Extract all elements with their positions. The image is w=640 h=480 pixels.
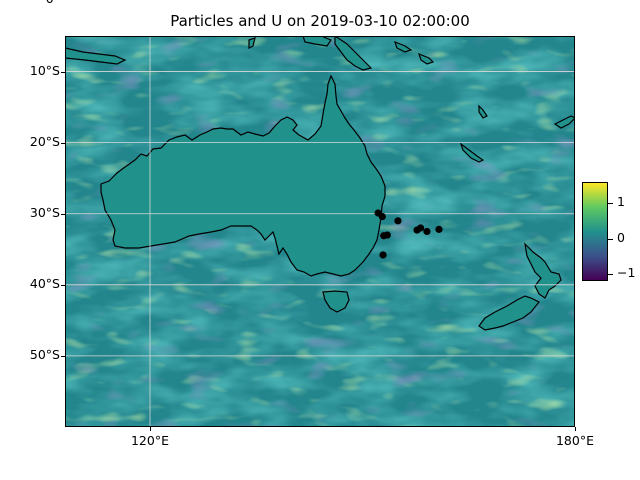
- australia-landmass: [100, 74, 386, 277]
- colorbar-tick-label: 1: [617, 194, 625, 210]
- particle-point: [383, 231, 391, 239]
- map-gridlines: [65, 36, 575, 427]
- colorbar-tick-mark: [608, 273, 613, 275]
- particle-markers: [374, 209, 443, 259]
- lat-tick-label: 10°S: [29, 62, 60, 78]
- particle-point: [394, 217, 402, 225]
- vanuatu-islands: [478, 104, 488, 119]
- map-plot: [65, 36, 575, 427]
- solomon-islands: [394, 40, 413, 53]
- colorbar-tick-label: 0: [617, 229, 625, 245]
- colorbar-tick-mark: [608, 203, 613, 205]
- lon-tick-label: 120°E: [130, 433, 169, 448]
- lat-tick-label: 0°: [10, 0, 60, 6]
- solomon-islands-2: [418, 52, 435, 65]
- timor-island: [248, 37, 256, 49]
- lat-tick-label: 30°S: [29, 204, 60, 220]
- particle-point: [378, 212, 386, 221]
- chart-title: Particles and U on 2019-03-10 02:00:00: [170, 12, 470, 30]
- lat-tick-mark: [61, 284, 65, 286]
- new-guinea-north-coast: [302, 36, 332, 47]
- tasmania-landmass: [322, 290, 350, 313]
- new-caledonia-island: [459, 142, 485, 163]
- indonesia-islands: [65, 47, 127, 65]
- particle-point: [379, 251, 387, 259]
- lon-tick-mark: [150, 427, 151, 431]
- colorbar: [582, 182, 608, 281]
- plot-frame: [65, 36, 575, 427]
- lat-tick-mark: [61, 71, 65, 73]
- particle-point: [423, 227, 431, 236]
- lat-tick-mark: [61, 355, 65, 357]
- lat-tick-label: 50°S: [29, 346, 60, 362]
- lat-tick-label: 20°S: [29, 133, 60, 149]
- particle-point: [416, 224, 425, 232]
- fiji-islands: [553, 115, 575, 129]
- new-guinea-landmass: [334, 36, 373, 71]
- lat-tick-mark: [61, 142, 65, 144]
- colorbar-tick-label: −1: [617, 264, 636, 280]
- colorbar-tick-mark: [608, 238, 613, 240]
- lat-tick-label: 40°S: [29, 275, 60, 291]
- new-zealand-south-island: [478, 295, 540, 331]
- lat-tick-mark: [61, 213, 65, 215]
- lon-tick-label: 180°E: [555, 433, 594, 448]
- lon-tick-mark: [575, 427, 576, 431]
- particle-point: [435, 225, 443, 233]
